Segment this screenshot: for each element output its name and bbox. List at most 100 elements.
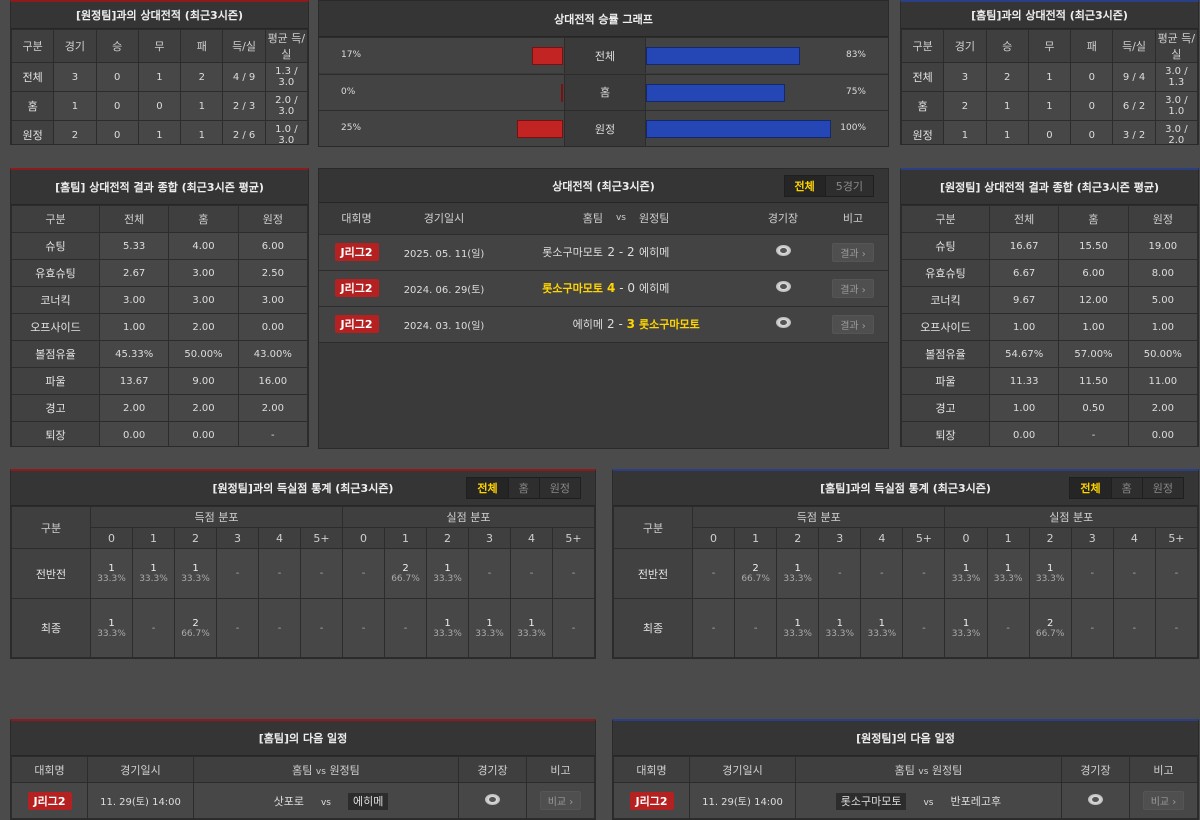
bucket-header: 4 bbox=[1112, 527, 1156, 549]
cell: 2.67 bbox=[98, 259, 170, 287]
result-button-label: 결과 bbox=[840, 320, 859, 332]
stadium-icon[interactable] bbox=[775, 281, 791, 292]
cell: 2 / 3 bbox=[222, 91, 266, 121]
cell: 3.0 / 2.0 bbox=[1154, 120, 1198, 144]
percent: 66.7% bbox=[1035, 628, 1065, 639]
away-header: 원정팀 bbox=[329, 763, 360, 777]
cell: 3.00 bbox=[168, 259, 239, 287]
league-badge[interactable]: J리그2 bbox=[334, 243, 379, 261]
column-header: 승 bbox=[985, 29, 1029, 63]
table-row: 원정 1 1 0 0 3 / 2 3.0 / 2.0 bbox=[901, 120, 1198, 144]
result-button[interactable]: 결과 › bbox=[832, 242, 874, 262]
compare-button[interactable]: 비교 › bbox=[1142, 791, 1185, 810]
tab-0[interactable]: 전체 bbox=[467, 478, 508, 498]
column-header: 홈팀 bbox=[494, 203, 603, 234]
h2h-away-panel: [원정팀]과의 상대전적 (최근3시즌) 구분 경기 승 무 패 득/실 평균 득/실 전체 3 0… bbox=[10, 0, 309, 145]
cell: - bbox=[1112, 598, 1156, 658]
column-header: 비고 bbox=[1129, 756, 1198, 783]
cell: 2.50 bbox=[237, 259, 308, 287]
cell: 54.67% bbox=[988, 340, 1060, 368]
row-label: 오프사이드 bbox=[901, 313, 990, 341]
league-badge[interactable]: J리그2 bbox=[629, 791, 674, 810]
league-badge[interactable]: J리그2 bbox=[334, 279, 379, 297]
result-button[interactable]: 결과 › bbox=[832, 278, 874, 298]
stadium-icon[interactable] bbox=[775, 245, 791, 256]
cell: 0 bbox=[1070, 62, 1114, 92]
league-badge[interactable]: J리그2 bbox=[27, 791, 72, 810]
bucket-header: 3 bbox=[1070, 527, 1114, 549]
league-badge[interactable]: J리그2 bbox=[334, 315, 379, 333]
home-team: 롯소구마모토 bbox=[494, 269, 603, 307]
percent: 33.3% bbox=[97, 628, 126, 639]
tab-2[interactable]: 원정 bbox=[1141, 478, 1183, 498]
percent: 33.3% bbox=[433, 574, 462, 584]
column-header: 경기 bbox=[53, 29, 97, 63]
bucket-header: 5+ bbox=[300, 527, 343, 549]
match-date: 2024. 03. 10(일) bbox=[394, 305, 494, 343]
table-row: 오프사이드 1.00 1.00 1.00 bbox=[901, 313, 1198, 341]
row-label: 슈팅 bbox=[901, 232, 990, 260]
tab-0[interactable]: 전체 bbox=[1070, 478, 1111, 498]
column-header: 원정팀 bbox=[639, 203, 748, 234]
graph-row-label: 홈 bbox=[564, 74, 646, 110]
panel-title: [홈팀]의 다음 일정 bbox=[258, 732, 348, 745]
cell: 3.00 bbox=[98, 286, 170, 314]
match-datetime: 11. 29(토) 14:00 bbox=[87, 782, 194, 819]
home-score: 4 bbox=[607, 281, 616, 295]
bucket-header: 5+ bbox=[552, 527, 595, 549]
cell: 0.00 bbox=[237, 313, 308, 341]
summary-away-panel: [원정팀] 상대전적 결과 종합 (최근3시즌 평균) 구분 전체 홈 원정 슈팅 16.6… bbox=[900, 168, 1199, 447]
cell: - bbox=[132, 598, 175, 658]
row-label: 파울 bbox=[901, 367, 990, 395]
result-button[interactable]: 결과 › bbox=[832, 314, 874, 334]
percent: 33.3% bbox=[97, 574, 126, 584]
count: 1 bbox=[962, 617, 970, 629]
cell: 3.0 / 1.0 bbox=[1154, 91, 1198, 121]
column-header: 승 bbox=[95, 29, 139, 63]
column-header: 원정 bbox=[1127, 205, 1198, 233]
count: 1 bbox=[192, 563, 199, 574]
cell: 3 / 2 bbox=[1112, 120, 1156, 144]
stadium-icon[interactable] bbox=[1088, 793, 1103, 805]
row-label: 퇴장 bbox=[11, 421, 100, 446]
bucket-header: 1 bbox=[734, 527, 778, 549]
cell: 1 bbox=[985, 91, 1029, 121]
summary-home-panel: [홈팀] 상대전적 결과 종합 (최근3시즌 평균) 구분 전체 홈 원정 슈팅 5.33 4… bbox=[10, 168, 309, 447]
cell: 1 bbox=[137, 120, 182, 144]
compare-button-label: 비교 bbox=[547, 797, 567, 808]
result-button-label: 결과 bbox=[840, 284, 859, 296]
cell: 1 33.3% bbox=[776, 598, 820, 658]
percent: 33.3% bbox=[951, 574, 981, 584]
column-header: 비고 bbox=[818, 203, 888, 234]
tab-1[interactable]: 홈 bbox=[1110, 478, 1142, 498]
cell: - bbox=[691, 598, 736, 658]
cell: 43.00% bbox=[237, 340, 308, 368]
bucket-header: 1 bbox=[986, 527, 1030, 549]
vs-label: vs bbox=[320, 797, 331, 808]
row-label: 파울 bbox=[11, 367, 100, 395]
table-row: 유효슈팅 6.67 6.00 8.00 bbox=[901, 259, 1198, 287]
away-win-bar bbox=[561, 83, 563, 102]
cell: 50.00% bbox=[168, 340, 239, 368]
stadium-icon[interactable] bbox=[485, 793, 500, 805]
bucket-header: 0 bbox=[342, 527, 385, 549]
cell: 1.00 bbox=[1127, 313, 1198, 341]
group-header: 실점 분포 bbox=[944, 506, 1198, 528]
tab-0[interactable]: 전체 bbox=[784, 175, 825, 196]
tab-2[interactable]: 원정 bbox=[538, 478, 580, 498]
cell: 57.00% bbox=[1058, 340, 1129, 368]
column-header: 대회명 bbox=[319, 203, 394, 234]
column-header: 전체 bbox=[988, 205, 1060, 233]
compare-button[interactable]: 비교 › bbox=[539, 791, 582, 810]
stadium-icon[interactable] bbox=[775, 317, 791, 328]
cell: 2.0 / 3.0 bbox=[264, 91, 308, 121]
count: 1 bbox=[444, 617, 451, 629]
home-score: 2 bbox=[607, 245, 616, 259]
tab-1[interactable]: 홈 bbox=[507, 478, 539, 498]
bucket-header: 0 bbox=[90, 527, 133, 549]
away-win-rate: 17% bbox=[341, 50, 362, 60]
cell: 0 bbox=[137, 91, 182, 121]
count: 1 bbox=[150, 563, 157, 574]
table-row: 전체 3 0 1 2 4 / 9 1.3 / 3.0 bbox=[11, 62, 308, 92]
tab-1[interactable]: 5경기 bbox=[824, 175, 873, 196]
